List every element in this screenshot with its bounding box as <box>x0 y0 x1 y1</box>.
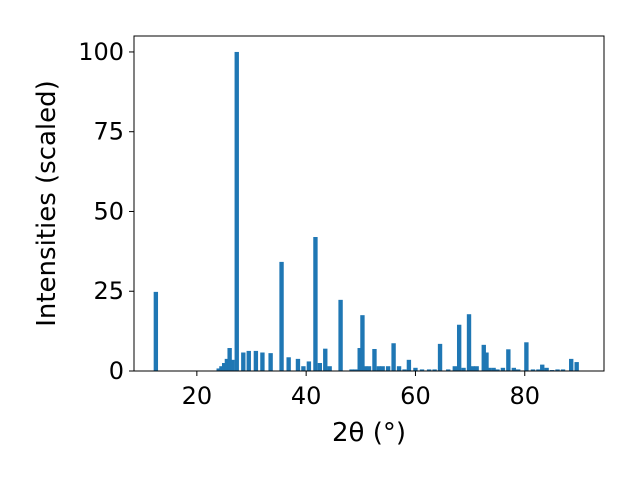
bar <box>224 358 230 371</box>
bar <box>286 357 291 371</box>
bar <box>456 324 462 371</box>
bar <box>516 369 521 371</box>
bar <box>574 362 579 371</box>
bar <box>362 366 368 371</box>
bar <box>241 352 246 371</box>
bar <box>470 366 476 371</box>
bar <box>279 261 284 371</box>
bar <box>219 366 224 371</box>
y-tick-label: 50 <box>93 197 124 225</box>
bar <box>426 369 432 371</box>
bar <box>511 367 517 371</box>
y-tick-label: 25 <box>93 277 124 305</box>
bar <box>500 367 506 371</box>
axes-frame <box>133 35 605 372</box>
bar <box>234 51 239 371</box>
bar <box>506 349 511 371</box>
bar <box>437 343 443 371</box>
y-axis-ticks: 0 25 50 75 100 <box>78 38 134 385</box>
bar <box>366 366 372 371</box>
y-tick-label: 75 <box>93 118 124 146</box>
y-tick-label: 100 <box>78 38 124 66</box>
bar <box>396 366 402 371</box>
bar <box>391 343 396 371</box>
bar <box>466 314 472 371</box>
bar <box>349 369 354 371</box>
bar <box>313 237 318 371</box>
bar <box>306 361 312 371</box>
bar <box>380 366 385 371</box>
bar <box>385 366 391 371</box>
bar <box>327 366 332 371</box>
x-tick-label: 40 <box>291 382 322 410</box>
bar <box>253 350 259 371</box>
bar <box>376 366 382 371</box>
bar <box>419 369 425 371</box>
x-tick-label: 20 <box>182 382 213 410</box>
bar <box>484 352 489 371</box>
bar <box>268 353 273 371</box>
bar <box>295 358 301 371</box>
bar <box>540 364 545 371</box>
bar <box>555 369 560 371</box>
bar <box>452 366 457 371</box>
bar <box>360 315 365 371</box>
bar <box>524 342 529 371</box>
bar <box>216 368 221 371</box>
bar <box>246 350 251 371</box>
x-tick-label: 60 <box>400 382 431 410</box>
bar <box>372 348 377 371</box>
bar <box>487 367 492 371</box>
bar <box>221 363 227 371</box>
y-axis-label: Intensities (scaled) <box>32 80 62 327</box>
x-axis-ticks: 20 40 60 80 <box>182 371 540 410</box>
bar <box>446 369 451 371</box>
bar-series <box>153 51 579 371</box>
bar <box>536 369 541 371</box>
bar <box>560 369 566 371</box>
bar <box>357 348 362 371</box>
bar <box>227 348 232 371</box>
bar <box>544 367 549 371</box>
bar <box>353 369 358 371</box>
bar <box>413 367 418 371</box>
bar <box>481 344 486 371</box>
bar <box>323 348 328 371</box>
bar <box>317 363 322 371</box>
bar <box>432 369 437 371</box>
bar <box>491 367 496 371</box>
bar <box>260 352 265 371</box>
bar <box>338 299 343 371</box>
bar <box>406 359 412 371</box>
bar <box>301 366 306 371</box>
y-tick-label: 0 <box>109 357 124 385</box>
bar <box>569 358 574 371</box>
x-axis-label: 2θ (°) <box>332 418 406 448</box>
bar <box>402 369 407 371</box>
bar <box>230 359 235 371</box>
bar <box>495 369 500 371</box>
bar <box>474 366 479 371</box>
bar <box>153 291 159 371</box>
x-tick-label: 80 <box>509 382 540 410</box>
bar <box>461 367 466 371</box>
bar <box>530 369 536 371</box>
